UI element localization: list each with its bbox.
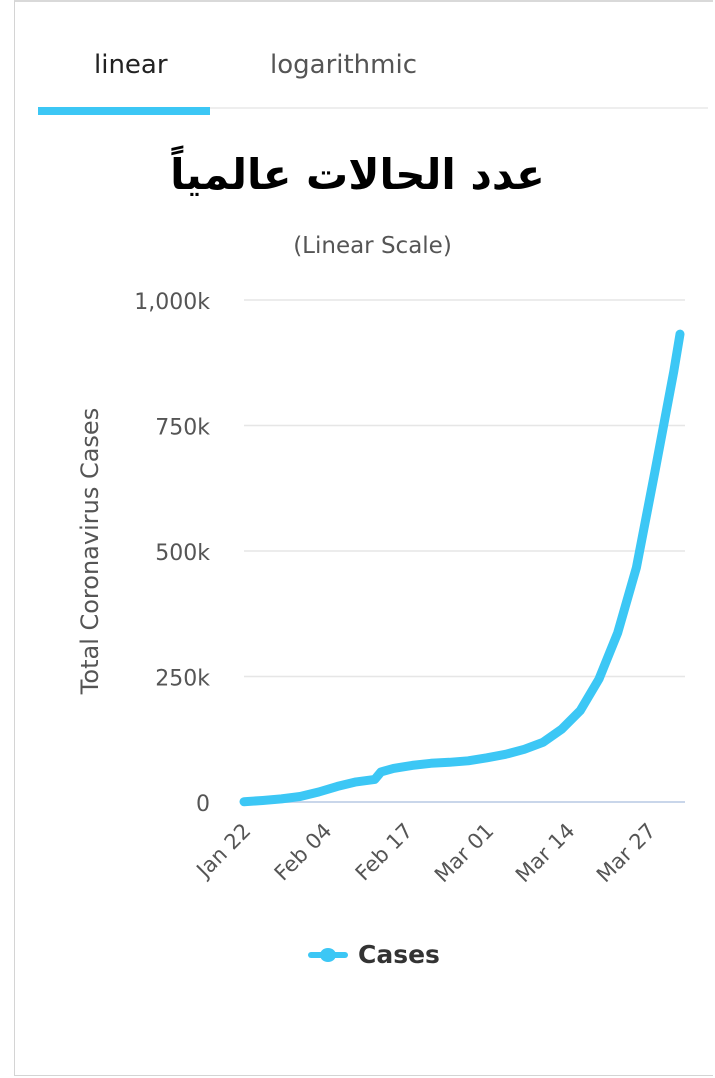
y-tick-label: 1,000k (134, 290, 210, 315)
chart-subtitle: (Linear Scale) (293, 233, 452, 259)
tab-divider (38, 107, 708, 109)
y-tick-label: 250k (155, 667, 210, 692)
series-line-cases[interactable] (239, 329, 685, 807)
legend-label-cases: Cases (358, 940, 440, 969)
x-tick-label: Mar 01 (430, 819, 499, 888)
x-tick-label: Feb 17 (351, 819, 418, 886)
active-tab-indicator (38, 107, 210, 115)
tab-linear[interactable]: linear (94, 50, 168, 80)
x-tick-label: Mar 27 (592, 819, 661, 888)
tab-logarithmic[interactable]: logarithmic (270, 50, 417, 80)
chart-legend[interactable]: Cases (308, 940, 440, 969)
y-axis-title: Total Coronavirus Cases (76, 408, 104, 695)
legend-swatch-cases (308, 947, 348, 962)
scale-tabs: linear logarithmic (38, 40, 708, 116)
y-tick-label: 750k (155, 416, 210, 441)
chart-title: عدد الحالات عالمياً (170, 150, 545, 199)
x-tick-label: Feb 04 (270, 819, 337, 886)
chart-container (14, 0, 713, 1076)
y-tick-label: 500k (155, 541, 210, 566)
x-tick-label: Mar 14 (511, 819, 580, 888)
x-tick-label: Jan 22 (191, 819, 256, 884)
y-tick-label: 0 (196, 792, 210, 817)
